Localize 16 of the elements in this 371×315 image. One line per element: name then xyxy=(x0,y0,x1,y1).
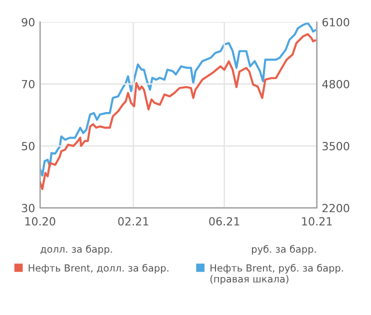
y-tick-label: 50 xyxy=(22,142,34,150)
x-tick-label: 10.21 xyxy=(302,217,332,226)
x-tick-label: 06.21 xyxy=(209,217,240,226)
y-tick-label: 30 xyxy=(22,204,34,212)
legend-label: Нефть Brent, долл. за барр. xyxy=(28,264,168,274)
y2-tick-label: 6100 xyxy=(322,18,350,26)
y2-tick-label: 4800 xyxy=(322,80,350,88)
y-tick-label: 90 xyxy=(22,18,34,26)
text: долл. за барр. xyxy=(40,245,112,255)
x-tick-label: 10.20 xyxy=(25,217,56,226)
x-tick-label: 02.21 xyxy=(118,217,148,226)
y2-tick-label: 3500 xyxy=(322,142,350,150)
y-tick-label: 70 xyxy=(22,80,34,88)
y2-tick-label: 2200 xyxy=(322,204,350,212)
text: руб. за барр. xyxy=(252,245,316,255)
legend-label: Нефть Brent, руб. за барр. (правая шкала) xyxy=(210,264,343,284)
